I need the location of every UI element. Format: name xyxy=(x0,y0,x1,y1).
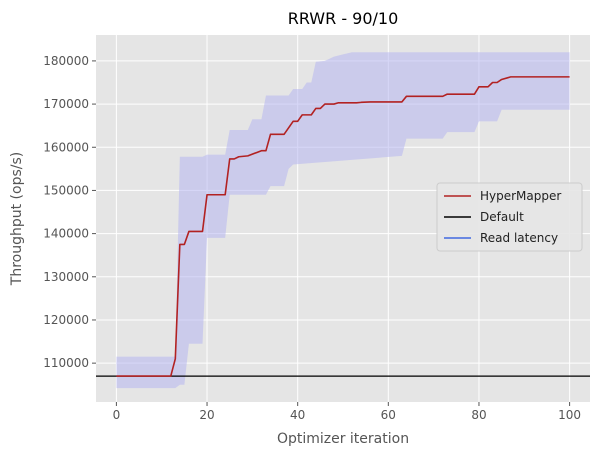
y-tick-label: 140000 xyxy=(43,227,89,241)
y-tick-label: 180000 xyxy=(43,54,89,68)
hypermapper-line xyxy=(116,76,570,377)
legend-label-read-latency: Read latency xyxy=(480,231,558,245)
hypermapper-confidence-band xyxy=(116,52,570,389)
legend-label-default: Default xyxy=(480,210,524,224)
y-tick-label: 170000 xyxy=(43,97,89,111)
x-tick-label: 80 xyxy=(471,408,486,422)
x-tick-label: 20 xyxy=(199,408,214,422)
legend-label-hypermapper: HyperMapper xyxy=(480,189,561,203)
x-tick-label: 60 xyxy=(381,408,396,422)
y-tick-label: 130000 xyxy=(43,270,89,284)
y-tick-label: 160000 xyxy=(43,140,89,154)
legend-box xyxy=(436,182,583,252)
y-tick-label: 150000 xyxy=(43,183,89,197)
y-tick-label: 120000 xyxy=(43,313,89,327)
y-tick-label: 110000 xyxy=(43,356,89,370)
y-axis-label: Throughput (ops/s) xyxy=(9,152,25,286)
x-tick-label: 40 xyxy=(290,408,305,422)
x-axis-label: Optimizer iteration xyxy=(277,431,409,447)
chart-title: RRWR - 90/10 xyxy=(288,9,399,28)
x-tick-label: 100 xyxy=(558,408,581,422)
x-tick-label: 0 xyxy=(113,408,121,422)
